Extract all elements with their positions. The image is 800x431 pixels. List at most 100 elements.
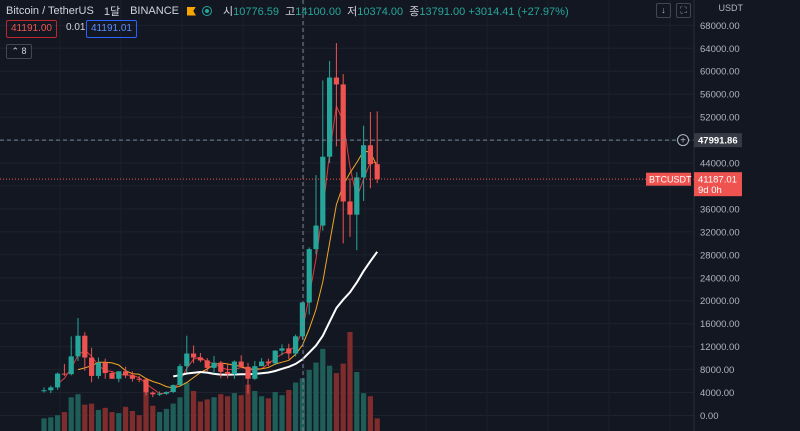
candle-body xyxy=(82,335,88,358)
ma-mid-line xyxy=(77,150,378,389)
candle-body xyxy=(347,201,353,215)
indicators-count: 8 xyxy=(21,46,27,56)
volume-bar xyxy=(48,417,54,431)
sell-price-button[interactable]: 41191.00 xyxy=(6,20,57,38)
candle-body xyxy=(313,225,319,250)
price-tick-label: 44000.00 xyxy=(700,159,740,170)
candle-body xyxy=(123,371,129,376)
change-value: +3014.41 (+27.97%) xyxy=(468,6,569,18)
candle-body xyxy=(361,145,367,178)
candle-body xyxy=(279,348,285,351)
low-key: 저 xyxy=(347,6,358,18)
candle-body xyxy=(170,385,176,392)
volume-bar xyxy=(225,396,231,431)
ohlc-values: 시10776.59 고14100.00 저10374.00 종13791.00 … xyxy=(220,3,569,19)
candle-body xyxy=(48,387,54,391)
price-tick-label: 68000.00 xyxy=(700,21,740,32)
candle-body xyxy=(143,379,149,393)
candle-body xyxy=(340,84,346,202)
volume-bar xyxy=(320,348,326,431)
symbol-header: Bitcoin / TetherUS 1달 BINANCE 시10776.59 … xyxy=(6,4,569,18)
price-tick-label: 8000.00 xyxy=(700,365,734,376)
volume-bar xyxy=(347,332,353,431)
open-key: 시 xyxy=(223,6,234,18)
candle-body xyxy=(252,366,258,379)
last-price-label: 41187.01 xyxy=(698,175,737,186)
plus-circle-icon[interactable] xyxy=(677,134,689,147)
price-tick-label: 16000.00 xyxy=(700,319,740,330)
candle-body xyxy=(116,371,122,379)
price-tick-label: 60000.00 xyxy=(700,67,740,78)
price-tick-label: 24000.00 xyxy=(700,273,740,284)
crosshair-price-label: 47991.86 xyxy=(698,136,738,147)
volume-bar xyxy=(136,415,142,431)
volume-bar xyxy=(157,412,163,431)
interval-label[interactable]: 1달 xyxy=(103,6,121,18)
volume-bar xyxy=(333,373,339,431)
volume-bar xyxy=(279,395,285,431)
candle-body xyxy=(109,373,115,379)
candle-body xyxy=(218,362,224,372)
volume-bar xyxy=(313,362,319,431)
volume-bar xyxy=(272,392,278,431)
status-dot-icon xyxy=(202,6,212,16)
price-tick-label: 32000.00 xyxy=(700,227,740,238)
close-value: 13791.00 xyxy=(419,6,466,18)
low-value: 10374.00 xyxy=(357,6,404,18)
candle-body xyxy=(157,393,163,395)
spread-value: 0.01 xyxy=(66,22,86,33)
axis-unit: USDT xyxy=(718,3,744,13)
volume-bar xyxy=(191,390,197,431)
volume-bar xyxy=(252,390,258,431)
price-tick-label: 20000.00 xyxy=(700,296,740,307)
candle-body xyxy=(333,77,339,85)
flag-icon[interactable] xyxy=(187,6,196,16)
volume-bar xyxy=(211,397,217,431)
volume-bar xyxy=(129,410,135,431)
volume-bar xyxy=(184,382,190,431)
volume-bar xyxy=(374,418,380,431)
crosshair-price-box xyxy=(694,133,742,148)
candle-body xyxy=(245,366,251,379)
volume-bar xyxy=(102,407,108,431)
volume-bar xyxy=(299,378,305,431)
price-tick-label: 64000.00 xyxy=(700,44,740,55)
indicators-toggle[interactable]: ⌃ 8 xyxy=(6,44,32,59)
candle-body xyxy=(231,361,237,375)
volume-bar xyxy=(177,397,183,431)
volume-bar xyxy=(218,394,224,431)
volume-bar xyxy=(306,369,312,431)
candle-body xyxy=(320,156,326,226)
candle-body xyxy=(204,360,210,368)
candle-body xyxy=(55,373,61,388)
maximize-icon[interactable]: ⛶ xyxy=(676,3,691,18)
high-value: 14100.00 xyxy=(295,6,342,18)
volume-bar xyxy=(245,384,251,431)
volume-bar xyxy=(204,399,210,431)
price-tick-label: 28000.00 xyxy=(700,250,740,261)
candle-body xyxy=(367,145,373,165)
plus-glyph: + xyxy=(680,136,686,147)
symbol-name[interactable]: Bitcoin / TetherUS xyxy=(6,5,94,17)
volume-bar xyxy=(109,412,115,431)
volume-bar xyxy=(327,365,333,431)
candle-body xyxy=(327,77,333,157)
arrow-down-icon[interactable]: ↓ xyxy=(656,3,671,18)
buy-price-button[interactable]: 41191.01 xyxy=(86,20,137,38)
candle-body xyxy=(299,302,305,337)
volume-bars xyxy=(41,332,380,431)
volume-bar xyxy=(286,389,292,431)
volume-bar xyxy=(354,372,360,431)
candle-body xyxy=(259,361,265,367)
candle-body xyxy=(197,357,203,361)
volume-bar xyxy=(150,405,156,431)
volume-bar xyxy=(231,393,237,431)
volume-bar xyxy=(55,415,61,431)
candle-body xyxy=(354,177,360,215)
candle-body xyxy=(211,362,217,368)
volume-bar xyxy=(163,408,169,431)
volume-bar xyxy=(340,363,346,431)
ma-long-line xyxy=(173,251,379,378)
volume-bar xyxy=(367,396,373,431)
